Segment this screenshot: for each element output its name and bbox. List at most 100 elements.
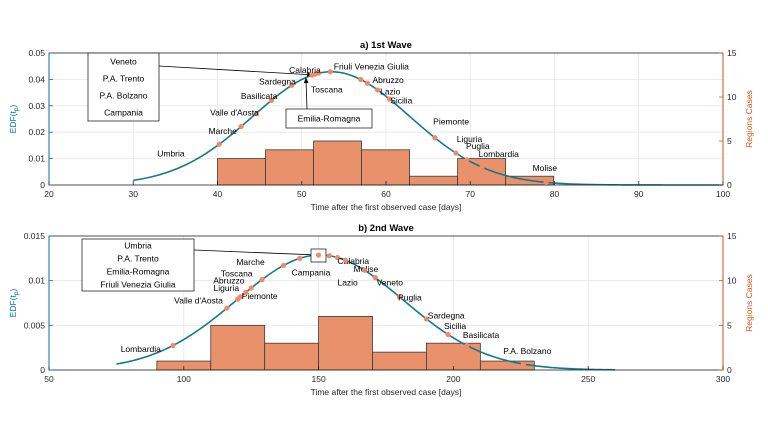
y-left-tick-label: 0.05 — [28, 48, 45, 58]
region-point — [297, 255, 303, 261]
region-label: Toscana — [221, 269, 253, 279]
annotation-box-label: Campania — [104, 108, 143, 118]
region-label: Veneto — [377, 277, 404, 287]
region-label: Puglia — [398, 293, 422, 303]
region-label: Sardegna — [428, 311, 465, 321]
y-left-tick-label: 0.03 — [28, 101, 45, 111]
y-right-tick-label: 15 — [727, 48, 737, 58]
region-label: Liguria — [214, 283, 240, 293]
region-label: Abruzzo — [213, 276, 244, 286]
region-point — [327, 69, 333, 75]
annotation-box-label: P.A. Trento — [117, 254, 159, 264]
region-point — [237, 294, 244, 300]
region-point — [386, 96, 392, 102]
region-label: Lombardia — [121, 344, 161, 354]
region-point — [372, 275, 378, 281]
region-label: Sicilia — [390, 96, 412, 106]
region-label: Puglia — [466, 141, 490, 151]
region-label: Lazio — [380, 86, 401, 96]
region-label: Abruzzo — [373, 75, 404, 85]
annotation-box — [87, 52, 160, 122]
region-point — [170, 342, 176, 349]
annotation-box-label: Veneto — [110, 57, 137, 67]
region-point — [453, 150, 459, 156]
y-right-tick-label: 5 — [727, 320, 732, 330]
y-left-tick-label: 0 — [40, 180, 45, 190]
region-point — [358, 76, 364, 83]
histogram-bar — [361, 149, 410, 186]
region-label: Valle d'Aosta — [174, 295, 223, 305]
annotation-arrowhead — [303, 77, 309, 84]
region-point — [364, 80, 371, 86]
y-left-tick-label: 0.01 — [28, 276, 45, 286]
region-point — [543, 179, 549, 185]
histogram-bar — [457, 158, 507, 186]
annotation-arrow — [158, 65, 313, 76]
histogram-bar — [217, 158, 266, 186]
y-left-tick-label: 0 — [40, 365, 45, 375]
region-point — [374, 87, 381, 93]
chart-title: b) 2nd Wave — [358, 223, 414, 234]
x-axis-label: Time after the first observed case [days… — [311, 202, 462, 212]
histogram-bar — [409, 175, 459, 186]
y-right-axis-label: Regions Cases — [744, 274, 754, 332]
region-point — [243, 289, 249, 296]
histogram-bar — [426, 342, 481, 371]
region-label: Sicilia — [444, 321, 466, 331]
region-label: Piemonte — [242, 291, 278, 301]
region-point — [238, 123, 244, 130]
region-label: Sardegna — [259, 77, 296, 87]
region-label: Valle d'Aosta — [210, 107, 259, 117]
region-point — [445, 331, 451, 338]
x-tick-label: 70 — [466, 189, 476, 199]
x-tick-label: 50 — [297, 189, 307, 199]
region-label: Liguria — [457, 134, 483, 144]
region-label: Lazio — [337, 277, 358, 287]
annotation-arrow — [193, 249, 319, 256]
annotation-box-label: P.A. Trento — [103, 74, 145, 84]
x-tick-label: 80 — [550, 189, 560, 199]
region-label: P.A. Bolzano — [503, 346, 551, 356]
region-point — [216, 141, 222, 147]
panel-2nd-wave: 50 100 150 200 250 30000.0050.010.015051015b)… — [8, 223, 754, 397]
region-point — [268, 97, 275, 103]
x-tick-label: 40 — [213, 189, 223, 199]
region-point — [432, 135, 438, 141]
y-right-tick-label: 0 — [727, 180, 732, 190]
histogram-bar — [313, 140, 362, 186]
x-tick-label: 100 — [177, 374, 191, 384]
y-right-tick-label: 15 — [727, 231, 737, 241]
region-point — [248, 285, 254, 291]
annotation-box-label: Emilia-Romagna — [298, 114, 361, 124]
y-right-axis-label: Regions Cases — [744, 90, 754, 148]
x-axis-label: Time after the first observed case [days… — [311, 387, 462, 397]
annotation-box-label: P.A. Bolzano — [99, 91, 147, 101]
x-tick-label: 30 — [129, 189, 139, 199]
x-tick-label: 50 — [44, 374, 54, 384]
region-label: Umbria — [157, 148, 185, 158]
y-left-axis-label: EDF(tp) — [8, 289, 20, 318]
region-point — [312, 71, 318, 77]
x-tick-label: 100 — [716, 189, 730, 199]
y-left-tick-label: 0.01 — [28, 154, 45, 164]
y-left-tick-label: 0.005 — [24, 320, 46, 330]
region-label: Calabria — [289, 65, 321, 75]
y-left-tick-label: 0.015 — [24, 231, 46, 241]
region-point — [280, 262, 287, 269]
region-label: Basilicata — [463, 330, 500, 340]
y-right-tick-label: 10 — [727, 92, 737, 102]
y-right-tick-label: 5 — [727, 136, 732, 146]
region-label: Lombardia — [479, 149, 519, 159]
histogram-bar — [318, 315, 373, 371]
region-label: Campania — [292, 268, 331, 278]
region-point — [479, 164, 485, 170]
x-tick-label: 150 — [312, 374, 326, 384]
region-point — [259, 277, 265, 283]
region-label: Basilicata — [241, 91, 278, 101]
region-label: Calabria — [337, 256, 369, 266]
region-point — [464, 342, 470, 349]
histogram-bar — [265, 149, 314, 186]
y-right-tick-label: 0 — [727, 365, 732, 375]
region-point — [361, 267, 368, 273]
x-tick-label: 90 — [634, 189, 644, 199]
